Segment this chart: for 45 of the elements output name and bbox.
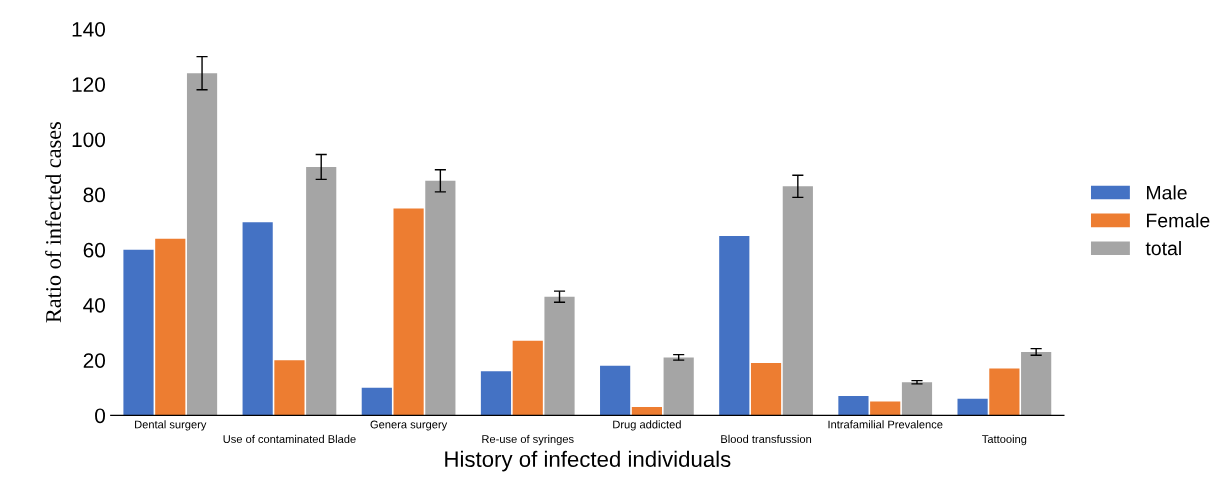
- bar: [750, 362, 782, 416]
- y-tick-label: 60: [83, 242, 106, 258]
- legend-label: total: [1145, 240, 1181, 256]
- bar: [361, 387, 392, 416]
- y-tick-label: 120: [72, 77, 106, 92]
- x-tick-label: Dental surgery: [135, 420, 207, 431]
- bar: [663, 357, 694, 416]
- x-tick-label: Tattooing: [982, 434, 1027, 446]
- bar: [274, 360, 305, 416]
- bar: [123, 249, 154, 416]
- x-tick-label: Blood transfussion: [721, 434, 812, 443]
- y-tick-label: 100: [72, 132, 106, 148]
- bar: [306, 166, 337, 416]
- legend-label: Female: [1147, 213, 1210, 228]
- x-tick-label: Intrafamilial Prevalence: [828, 420, 943, 429]
- bar: [425, 180, 456, 416]
- bar: [544, 296, 575, 416]
- legend-label: Male: [1147, 185, 1187, 200]
- x-tick-label: Re-use of syringes: [482, 434, 574, 446]
- bar: [512, 340, 543, 416]
- y-tick-label: 80: [83, 187, 106, 203]
- y-tick-label: 0: [95, 408, 106, 424]
- bar: [600, 365, 631, 416]
- bar: [186, 73, 218, 416]
- bar: [901, 382, 933, 416]
- y-tick-label: 140: [72, 21, 106, 37]
- y-axis-title: Ratio of infected cases: [45, 122, 62, 323]
- x-tick-label: Use of contaminated Blade: [223, 434, 356, 443]
- x-axis-title: History of infected individuals: [445, 450, 731, 472]
- y-tick-label: 40: [83, 297, 106, 313]
- bar: [1021, 351, 1052, 416]
- bar: [989, 368, 1020, 416]
- bar: [155, 238, 186, 416]
- x-tick-label: Genera surgery: [370, 420, 448, 431]
- y-tick-label: 20: [83, 353, 106, 368]
- bar: [870, 401, 901, 416]
- bar: [242, 222, 273, 416]
- bar: [782, 186, 813, 416]
- bar: [393, 208, 424, 416]
- bar: [838, 396, 869, 416]
- x-tick-label: Drug addicted: [613, 420, 681, 431]
- bar: [719, 235, 750, 416]
- bar: [957, 398, 988, 416]
- bar: [480, 371, 512, 416]
- bar: [631, 407, 662, 416]
